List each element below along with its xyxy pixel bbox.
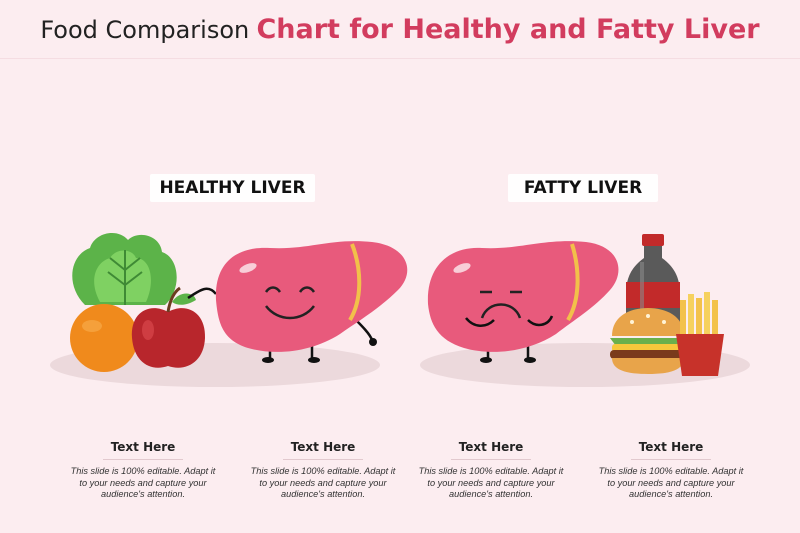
card-divider bbox=[451, 459, 531, 460]
healthy-liver-label: HEALTHY LIVER bbox=[150, 174, 315, 202]
card-heading: Text Here bbox=[638, 440, 704, 454]
text-card-1: Text Here This slide is 100% editable. A… bbox=[68, 440, 218, 501]
card-divider bbox=[631, 459, 711, 460]
sad-liver-icon bbox=[427, 241, 619, 363]
apple-icon bbox=[131, 286, 206, 368]
orange-icon bbox=[70, 304, 138, 372]
card-heading: Text Here bbox=[290, 440, 356, 454]
card-heading: Text Here bbox=[458, 440, 524, 454]
card-body: This slide is 100% editable. Adapt it to… bbox=[598, 466, 744, 499]
lettuce-icon bbox=[72, 233, 177, 305]
fries-icon bbox=[676, 292, 724, 376]
text-card-3: Text Here This slide is 100% editable. A… bbox=[416, 440, 566, 501]
card-body: This slide is 100% editable. Adapt it to… bbox=[250, 466, 396, 499]
card-body: This slide is 100% editable. Adapt it to… bbox=[418, 466, 564, 499]
card-body: This slide is 100% editable. Adapt it to… bbox=[70, 466, 216, 499]
card-divider bbox=[283, 459, 363, 460]
text-card-4: Text Here This slide is 100% editable. A… bbox=[596, 440, 746, 501]
burger-icon bbox=[610, 308, 686, 374]
title-divider bbox=[0, 58, 800, 59]
text-card-2: Text Here This slide is 100% editable. A… bbox=[248, 440, 398, 501]
happy-liver-icon bbox=[187, 241, 408, 363]
card-heading: Text Here bbox=[110, 440, 176, 454]
page-title: Food Comparison Chart for Healthy and Fa… bbox=[0, 14, 800, 45]
fatty-liver-label: FATTY LIVER bbox=[508, 174, 658, 202]
title-part-1: Food Comparison bbox=[40, 16, 250, 44]
title-part-2: Chart for Healthy and Fatty Liver bbox=[256, 14, 760, 45]
card-divider bbox=[103, 459, 183, 460]
